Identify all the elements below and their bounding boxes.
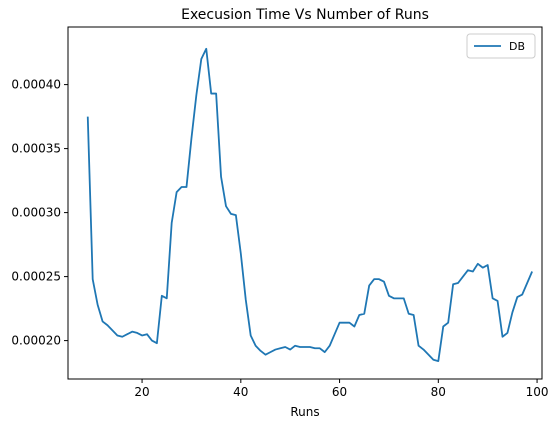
y-axis: 0.00020 0.00025 0.00030 0.00035 0.00040 [11,78,68,348]
x-axis-label: Runs [290,405,319,419]
y-tick-label: 0.00040 [11,78,61,92]
y-tick-label: 0.00025 [11,270,61,284]
y-tick-label: 0.00035 [11,142,61,156]
y-tick-label: 0.00020 [11,334,61,348]
x-tick-label: 100 [526,385,549,399]
x-tick-label: 80 [431,385,446,399]
legend-label-db: DB [509,40,525,53]
x-tick-label: 60 [332,385,347,399]
y-tick-label: 0.00030 [11,206,61,220]
legend: DB [466,33,536,59]
plot-area [67,26,543,380]
x-tick-label: 20 [134,385,149,399]
x-tick-label: 40 [233,385,248,399]
x-axis: 20 40 60 80 100 [134,379,549,399]
chart-title: Execusion Time Vs Number of Runs [181,7,429,23]
series-line-db [86,47,533,362]
